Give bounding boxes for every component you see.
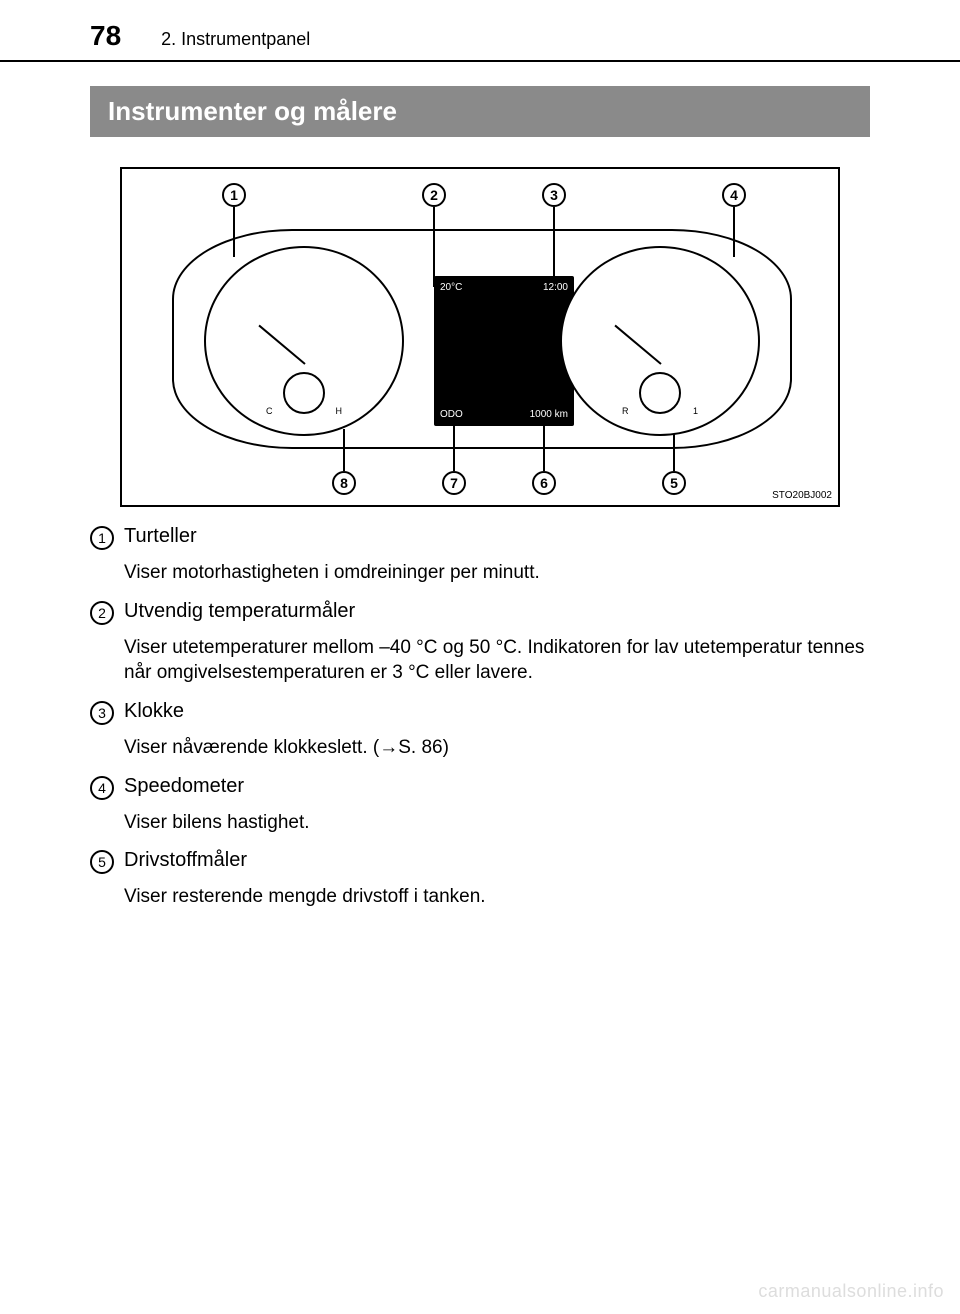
temp-sub-gauge: [283, 372, 325, 414]
fuel-1-label: 1: [693, 406, 698, 416]
temp-c-label: C: [266, 406, 273, 416]
item-description: Viser resterende mengde drivstoff i tank…: [124, 884, 870, 910]
item-description: Viser bilens hastighet.: [124, 810, 870, 836]
fuel-r-label: R: [622, 406, 629, 416]
temp-h-label: H: [336, 406, 343, 416]
item-title: Turteller: [124, 525, 870, 548]
item-description: Viser motorhastigheten i omdreininger pe…: [124, 560, 870, 586]
item-title: Speedometer: [124, 775, 870, 798]
item-number: 1: [90, 526, 114, 550]
gauge-needle: [258, 324, 305, 364]
odo-unit: km: [555, 409, 568, 420]
gauge-needle: [614, 324, 661, 364]
item-list: 1 Turteller Viser motorhastigheten i omd…: [90, 525, 870, 910]
list-item: 5 Drivstoffmåler: [90, 849, 870, 874]
diagram-ref-code: STO20BJ002: [772, 490, 832, 501]
item-description: Viser nåværende klokkeslett. (→S. 86): [124, 735, 870, 761]
item-number: 2: [90, 601, 114, 625]
callout-2: 2: [422, 183, 446, 207]
callout-1: 1: [222, 183, 246, 207]
list-item: 4 Speedometer: [90, 775, 870, 800]
diagram-container: 1 2 3 4 8 7 6 5 C H 20°C 1: [90, 167, 870, 507]
header-divider: [0, 60, 960, 62]
odo-label: ODO: [440, 409, 463, 420]
instrument-diagram: 1 2 3 4 8 7 6 5 C H 20°C 1: [120, 167, 840, 507]
list-item: 3 Klokke: [90, 700, 870, 725]
section-title-bar: Instrumenter og målere: [90, 86, 870, 137]
item-title: Klokke: [124, 700, 870, 723]
callout-8: 8: [332, 471, 356, 495]
callout-6: 6: [532, 471, 556, 495]
odo-value: 1000: [530, 409, 552, 420]
page-number: 78: [90, 20, 121, 52]
item-number: 4: [90, 776, 114, 800]
speedometer-gauge: R 1: [560, 246, 760, 436]
callout-5: 5: [662, 471, 686, 495]
callout-4: 4: [722, 183, 746, 207]
item-description: Viser utetemperaturer mellom –40 °C og 5…: [124, 635, 870, 686]
item-number: 5: [90, 850, 114, 874]
item-title: Drivstoffmåler: [124, 849, 870, 872]
page-header: 78 2. Instrumentpanel: [0, 0, 960, 60]
tachometer-gauge: C H: [204, 246, 404, 436]
info-display: 20°C 12:00 ODO 1000 km: [434, 276, 574, 426]
item-title: Utvendig temperaturmåler: [124, 600, 870, 623]
outside-temp-value: 20°C: [440, 282, 462, 293]
clock-value: 12:00: [543, 282, 568, 293]
item-number: 3: [90, 701, 114, 725]
watermark: carmanualsonline.info: [758, 1281, 944, 1302]
fuel-sub-gauge: [639, 372, 681, 414]
callout-7: 7: [442, 471, 466, 495]
section-title: Instrumenter og målere: [108, 96, 397, 126]
list-item: 1 Turteller: [90, 525, 870, 550]
section-label: 2. Instrumentpanel: [161, 29, 310, 50]
callout-3: 3: [542, 183, 566, 207]
list-item: 2 Utvendig temperaturmåler: [90, 600, 870, 625]
gauge-cluster: C H 20°C 12:00 ODO 1000 km: [172, 229, 792, 449]
